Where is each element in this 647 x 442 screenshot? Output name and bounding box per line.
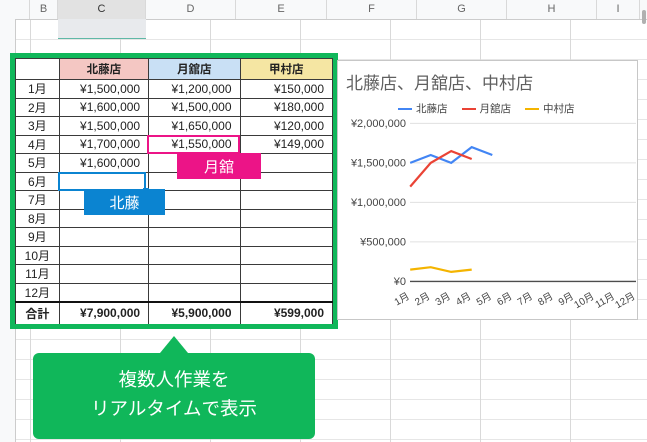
svg-text:4月: 4月 [454,290,473,308]
svg-text:1月: 1月 [392,290,411,308]
svg-text:8月: 8月 [536,290,555,308]
svg-text:10月: 10月 [572,290,596,311]
svg-text:¥0: ¥0 [393,276,406,288]
svg-text:7月: 7月 [515,290,534,308]
svg-text:2月: 2月 [413,290,432,308]
svg-text:6月: 6月 [495,290,514,308]
svg-text:11月: 11月 [593,290,617,311]
svg-text:¥500,000: ¥500,000 [359,237,406,249]
svg-text:¥1,000,000: ¥1,000,000 [350,197,406,209]
svg-text:3月: 3月 [433,290,452,308]
svg-text:9月: 9月 [556,290,575,308]
svg-text:¥2,000,000: ¥2,000,000 [350,118,406,130]
svg-text:5月: 5月 [474,290,493,308]
svg-text:12月: 12月 [613,290,637,311]
svg-text:¥1,500,000: ¥1,500,000 [350,158,406,170]
